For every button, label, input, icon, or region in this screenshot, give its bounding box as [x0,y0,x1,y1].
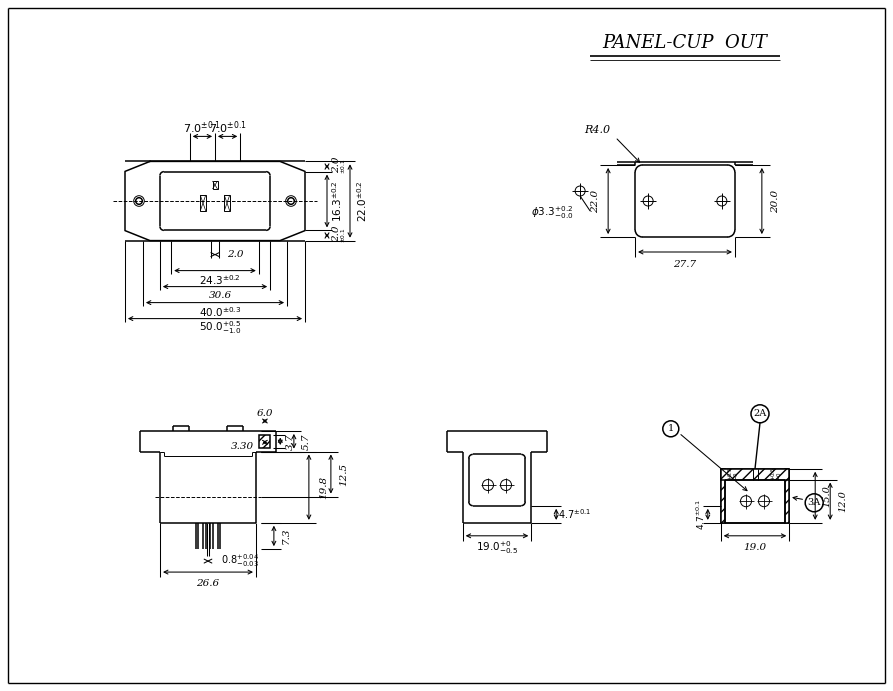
Text: 6.0: 6.0 [256,408,273,417]
Bar [785,468,789,523]
Bar [213,181,218,189]
Text: 2A: 2A [754,409,766,418]
Text: $4.7^{\pm0.1}$: $4.7^{\pm0.1}$ [695,499,707,530]
Text: 22.0: 22.0 [590,189,599,213]
Text: 3A: 3A [807,498,821,507]
Text: $40.0^{\pm0.3}$: $40.0^{\pm0.3}$ [199,305,241,319]
Bar [200,195,205,211]
Text: 30.6: 30.6 [208,291,231,300]
Text: 12.5: 12.5 [339,462,348,486]
Text: $^{\pm0.1}$: $^{\pm0.1}$ [341,159,349,174]
Text: $0.8^{+0.04}_{-0.03}$: $0.8^{+0.04}_{-0.03}$ [221,553,259,569]
Text: 3.30: 3.30 [231,442,255,451]
Text: 7.3: 7.3 [281,528,290,545]
Text: $^{+0.5}_{-0}$: $^{+0.5}_{-0}$ [726,467,741,482]
Text: $24.3^{\pm0.2}$: $24.3^{\pm0.2}$ [199,273,241,287]
Bar [721,468,725,523]
Text: PANEL-CUP  OUT: PANEL-CUP OUT [603,34,767,52]
Text: 3.7: 3.7 [286,433,295,450]
Text: 2.0: 2.0 [332,156,341,173]
Text: $19.0^{+0}_{-0.5}$: $19.0^{+0}_{-0.5}$ [476,540,518,556]
Bar [260,435,271,448]
Text: $16.3^{\pm0.2}$: $16.3^{\pm0.2}$ [330,180,344,222]
Bar [721,468,789,480]
Text: $7.0^{\pm0.1}$: $7.0^{\pm0.1}$ [183,119,221,135]
Text: $\phi 3.3^{+0.2}_{-0.0}$: $\phi 3.3^{+0.2}_{-0.0}$ [530,205,573,221]
Text: $^{+0.5}_{-0}$: $^{+0.5}_{-0}$ [769,467,784,482]
Text: 19.0: 19.0 [744,543,766,552]
Text: 19.8: 19.8 [320,475,329,499]
Text: $7.0^{\pm0.1}$: $7.0^{\pm0.1}$ [209,119,246,135]
Text: R4.0: R4.0 [584,125,610,135]
Text: $22.0^{\pm0.2}$: $22.0^{\pm0.2}$ [355,180,369,222]
Text: 2.0: 2.0 [227,250,243,259]
Text: 27.7: 27.7 [673,260,697,269]
Text: $50.0^{+0.5}_{-1.0}$: $50.0^{+0.5}_{-1.0}$ [199,319,241,336]
Text: $^{\pm0.1}$: $^{\pm0.1}$ [341,227,349,243]
Text: 20.0: 20.0 [772,189,780,213]
Text: 1: 1 [668,424,674,433]
Text: 5.7: 5.7 [301,433,311,450]
Text: 12.0: 12.0 [839,490,847,512]
Text: 2.0: 2.0 [332,225,341,242]
Text: 26.6: 26.6 [196,578,220,587]
Text: $4.7^{\pm0.1}$: $4.7^{\pm0.1}$ [558,507,592,521]
Text: 15.0: 15.0 [822,485,831,507]
Bar [224,195,230,211]
